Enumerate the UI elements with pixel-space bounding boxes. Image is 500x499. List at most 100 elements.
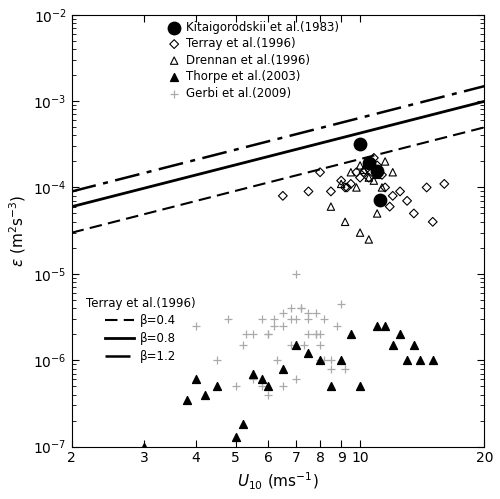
Drennan et al.(1996)	[356, 161, 364, 169]
Gerbi et al.(2009)	[239, 341, 247, 349]
Gerbi et al.(2009)	[287, 315, 295, 323]
Gerbi et al.(2009)	[279, 322, 287, 330]
Thorpe et al.(2003)	[327, 382, 335, 390]
Terray et al.(1996)	[370, 154, 378, 162]
Kitaigorodskii et al.(1983)	[356, 140, 364, 148]
Y-axis label: $\varepsilon$ (m$^2$s$^{-3}$): $\varepsilon$ (m$^2$s$^{-3}$)	[7, 195, 28, 267]
Terray et al.(1996)	[279, 192, 287, 200]
Gerbi et al.(2009)	[279, 382, 287, 390]
Gerbi et al.(2009)	[224, 315, 232, 323]
Thorpe et al.(2003)	[279, 365, 287, 373]
Gerbi et al.(2009)	[258, 382, 266, 390]
Thorpe et al.(2003)	[396, 330, 404, 338]
Drennan et al.(1996)	[388, 168, 396, 176]
Terray et al.(1996)	[396, 188, 404, 196]
Kitaigorodskii et al.(1983)	[365, 159, 373, 167]
Terray et al.(1996)	[343, 184, 351, 192]
Thorpe et al.(2003)	[232, 433, 240, 441]
Thorpe et al.(2003)	[373, 322, 381, 330]
Gerbi et al.(2009)	[270, 322, 278, 330]
Drennan et al.(1996)	[373, 171, 381, 179]
Kitaigorodskii et al.(1983)	[376, 196, 384, 204]
Gerbi et al.(2009)	[320, 356, 328, 364]
Drennan et al.(1996)	[352, 184, 360, 192]
Drennan et al.(1996)	[365, 236, 373, 244]
Thorpe et al.(2003)	[337, 356, 345, 364]
Gerbi et al.(2009)	[292, 270, 300, 278]
Thorpe et al.(2003)	[213, 382, 221, 390]
Gerbi et al.(2009)	[333, 322, 341, 330]
Gerbi et al.(2009)	[327, 365, 335, 373]
Gerbi et al.(2009)	[287, 341, 295, 349]
Drennan et al.(1996)	[341, 218, 349, 226]
Thorpe et al.(2003)	[200, 391, 208, 399]
Kitaigorodskii et al.(1983)	[373, 167, 381, 175]
Terray et al.(1996)	[440, 180, 448, 188]
Gerbi et al.(2009)	[213, 356, 221, 364]
Thorpe et al.(2003)	[356, 382, 364, 390]
Gerbi et al.(2009)	[297, 304, 305, 312]
Thorpe et al.(2003)	[264, 382, 272, 390]
Gerbi et al.(2009)	[292, 375, 300, 383]
Thorpe et al.(2003)	[416, 356, 424, 364]
Gerbi et al.(2009)	[316, 356, 324, 364]
Gerbi et al.(2009)	[192, 322, 200, 330]
Gerbi et al.(2009)	[249, 375, 257, 383]
Thorpe et al.(2003)	[249, 370, 257, 378]
Terray et al.(1996)	[410, 210, 418, 218]
Drennan et al.(1996)	[337, 180, 345, 188]
Drennan et al.(1996)	[370, 177, 378, 185]
Thorpe et al.(2003)	[388, 341, 396, 349]
Drennan et al.(1996)	[347, 168, 355, 176]
Gerbi et al.(2009)	[304, 315, 312, 323]
Terray et al.(1996)	[356, 174, 364, 182]
Terray et al.(1996)	[352, 168, 360, 176]
Gerbi et al.(2009)	[287, 304, 295, 312]
X-axis label: $U_{10}$ (ms$^{-1}$): $U_{10}$ (ms$^{-1}$)	[237, 471, 319, 492]
Drennan et al.(1996)	[381, 158, 389, 166]
Gerbi et al.(2009)	[316, 330, 324, 338]
Terray et al.(1996)	[341, 184, 349, 192]
Gerbi et al.(2009)	[279, 309, 287, 317]
Terray et al.(1996)	[316, 168, 324, 176]
Gerbi et al.(2009)	[304, 330, 312, 338]
Gerbi et al.(2009)	[312, 330, 320, 338]
Drennan et al.(1996)	[356, 229, 364, 237]
Terray et al.(1996)	[428, 218, 436, 226]
Thorpe et al.(2003)	[182, 396, 190, 404]
Thorpe et al.(2003)	[304, 349, 312, 357]
Gerbi et al.(2009)	[242, 330, 250, 338]
Gerbi et al.(2009)	[264, 391, 272, 399]
Terray et al.(1996)	[337, 177, 345, 185]
Gerbi et al.(2009)	[270, 315, 278, 323]
Drennan et al.(1996)	[365, 174, 373, 182]
Terray et al.(1996)	[403, 197, 411, 205]
Gerbi et al.(2009)	[258, 315, 266, 323]
Gerbi et al.(2009)	[292, 315, 300, 323]
Gerbi et al.(2009)	[264, 330, 272, 338]
Gerbi et al.(2009)	[320, 315, 328, 323]
Gerbi et al.(2009)	[316, 341, 324, 349]
Thorpe et al.(2003)	[140, 443, 148, 451]
Terray et al.(1996)	[388, 192, 396, 200]
Drennan et al.(1996)	[360, 166, 368, 174]
Terray et al.(1996)	[362, 166, 370, 174]
Terray et al.(1996)	[381, 184, 389, 192]
Gerbi et al.(2009)	[337, 300, 345, 308]
Gerbi et al.(2009)	[312, 330, 320, 338]
Gerbi et al.(2009)	[327, 356, 335, 364]
Terray et al.(1996)	[327, 188, 335, 196]
Drennan et al.(1996)	[373, 210, 381, 218]
Legend: β=0.4, β=0.8, β=1.2: β=0.4, β=0.8, β=1.2	[86, 297, 196, 363]
Thorpe et al.(2003)	[258, 375, 266, 383]
Terray et al.(1996)	[373, 161, 381, 169]
Gerbi et al.(2009)	[297, 304, 305, 312]
Thorpe et al.(2003)	[239, 421, 247, 429]
Terray et al.(1996)	[386, 203, 394, 211]
Gerbi et al.(2009)	[341, 365, 349, 373]
Thorpe et al.(2003)	[410, 341, 418, 349]
Gerbi et al.(2009)	[300, 341, 308, 349]
Gerbi et al.(2009)	[312, 309, 320, 317]
Drennan et al.(1996)	[378, 184, 386, 192]
Thorpe et al.(2003)	[347, 330, 355, 338]
